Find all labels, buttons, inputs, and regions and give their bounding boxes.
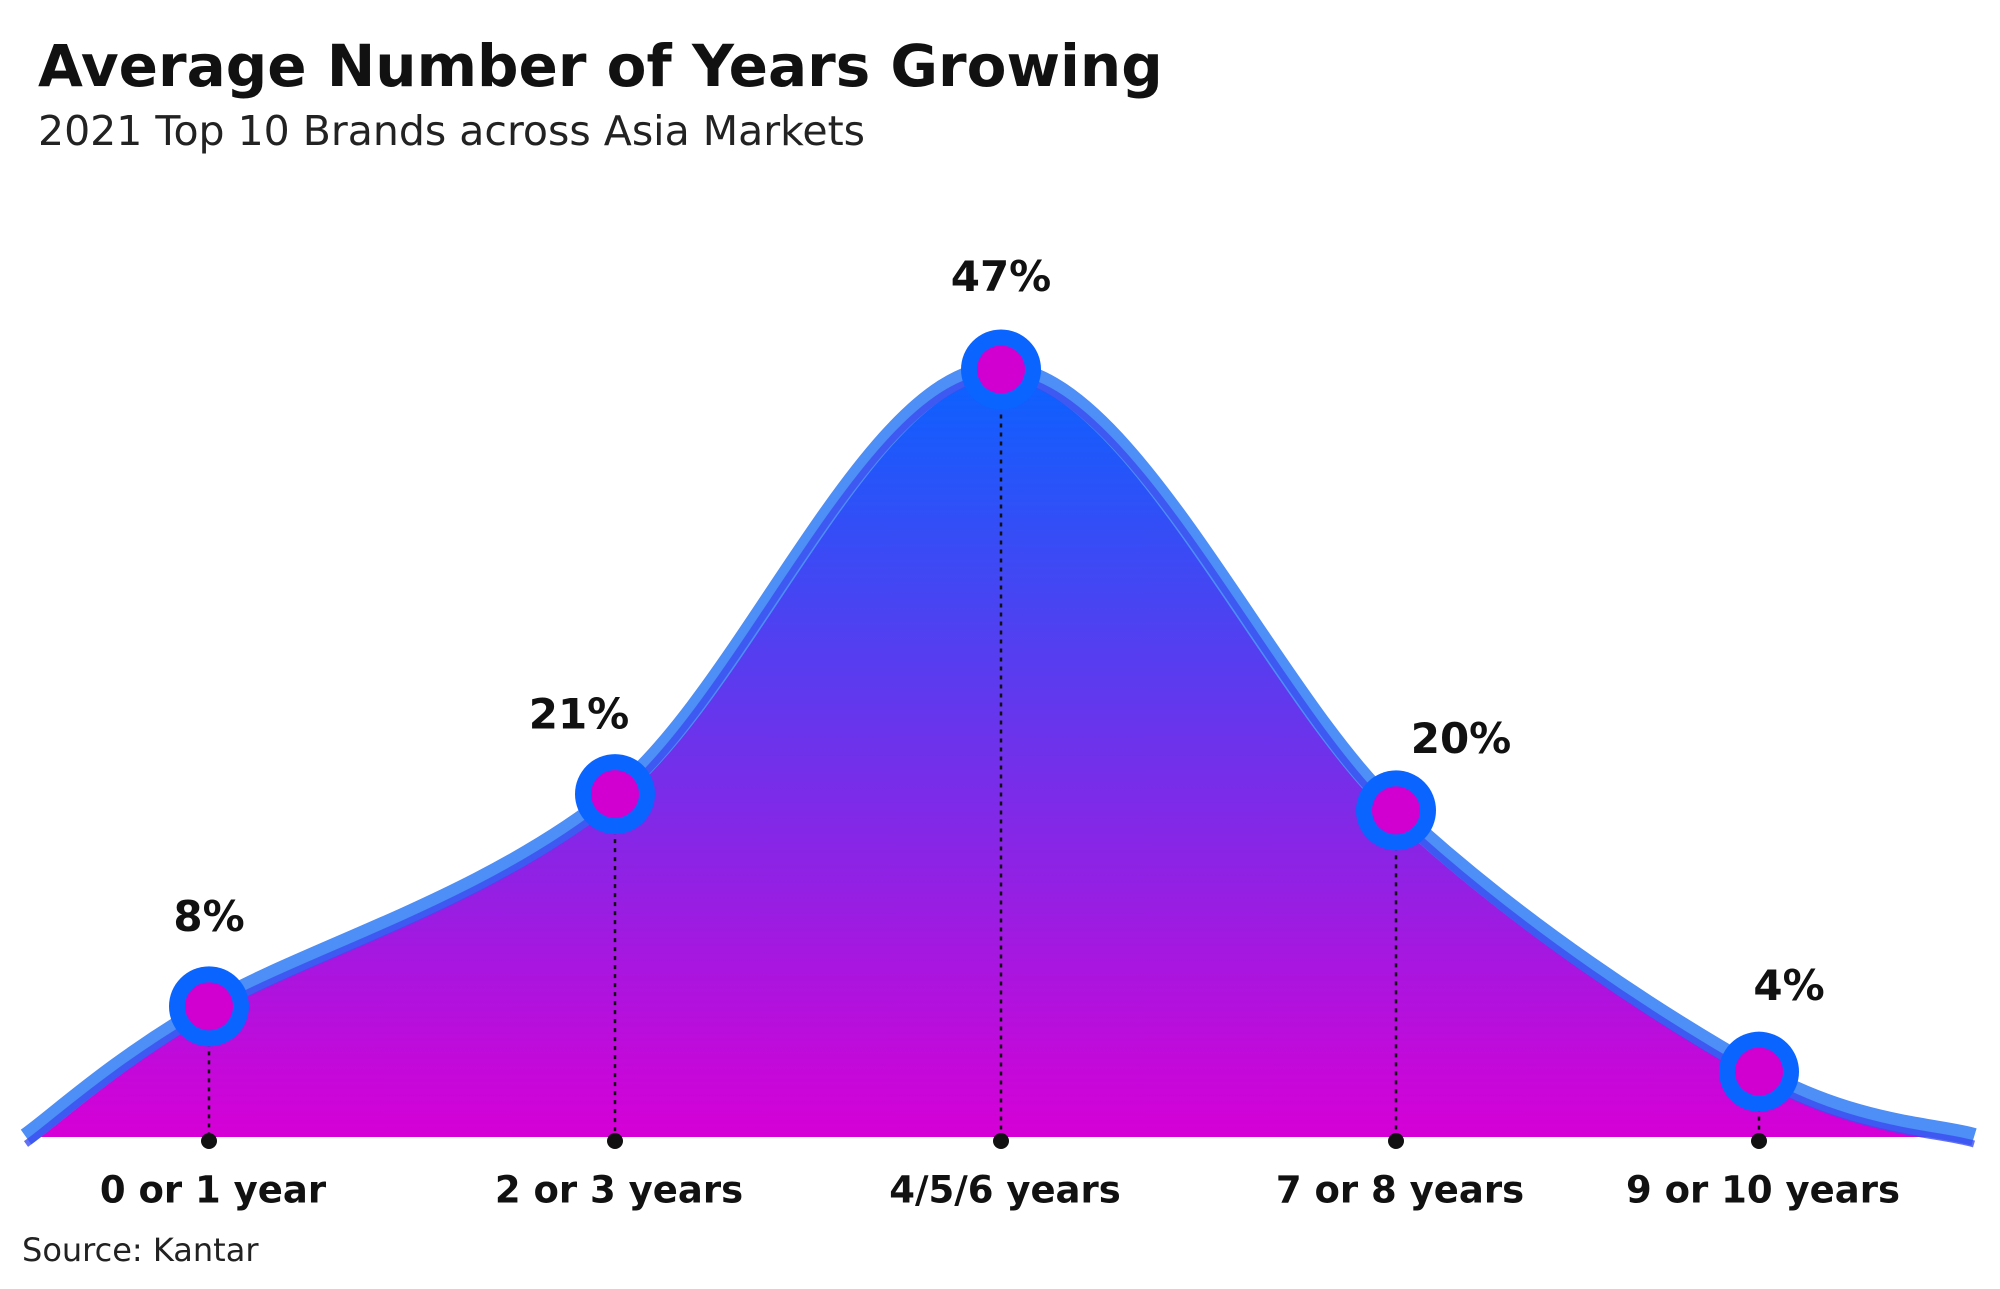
x-tick-label: 9 or 10 years: [1626, 1169, 1900, 1212]
value-label: 4%: [1753, 961, 1824, 1010]
x-tick-label: 0 or 1 year: [100, 1169, 327, 1212]
chart-title: Average Number of Years Growing: [38, 32, 1163, 100]
source-note: Source: Kantar: [22, 1231, 259, 1269]
marker-center: [1735, 1047, 1783, 1096]
baseline-dot: [1388, 1133, 1404, 1149]
value-label: 47%: [951, 252, 1052, 301]
chart-subtitle: 2021 Top 10 Brands across Asia Markets: [38, 107, 865, 155]
marker-center: [1372, 786, 1420, 835]
x-tick-label: 2 or 3 years: [495, 1169, 743, 1212]
baseline-dot: [607, 1133, 623, 1149]
x-tick-label: 4/5/6 years: [889, 1169, 1121, 1212]
area: [26, 369, 1974, 1137]
marker-center: [591, 770, 639, 819]
value-label: 20%: [1411, 714, 1512, 763]
x-tick-label: 7 or 8 years: [1276, 1169, 1524, 1212]
value-label: 8%: [173, 892, 244, 941]
marker-center: [185, 982, 233, 1031]
value-label: 21%: [529, 690, 630, 739]
marker-center: [977, 345, 1025, 394]
baseline-dot: [1751, 1133, 1767, 1149]
baseline-dot: [201, 1133, 217, 1149]
baseline-dot: [993, 1133, 1009, 1149]
